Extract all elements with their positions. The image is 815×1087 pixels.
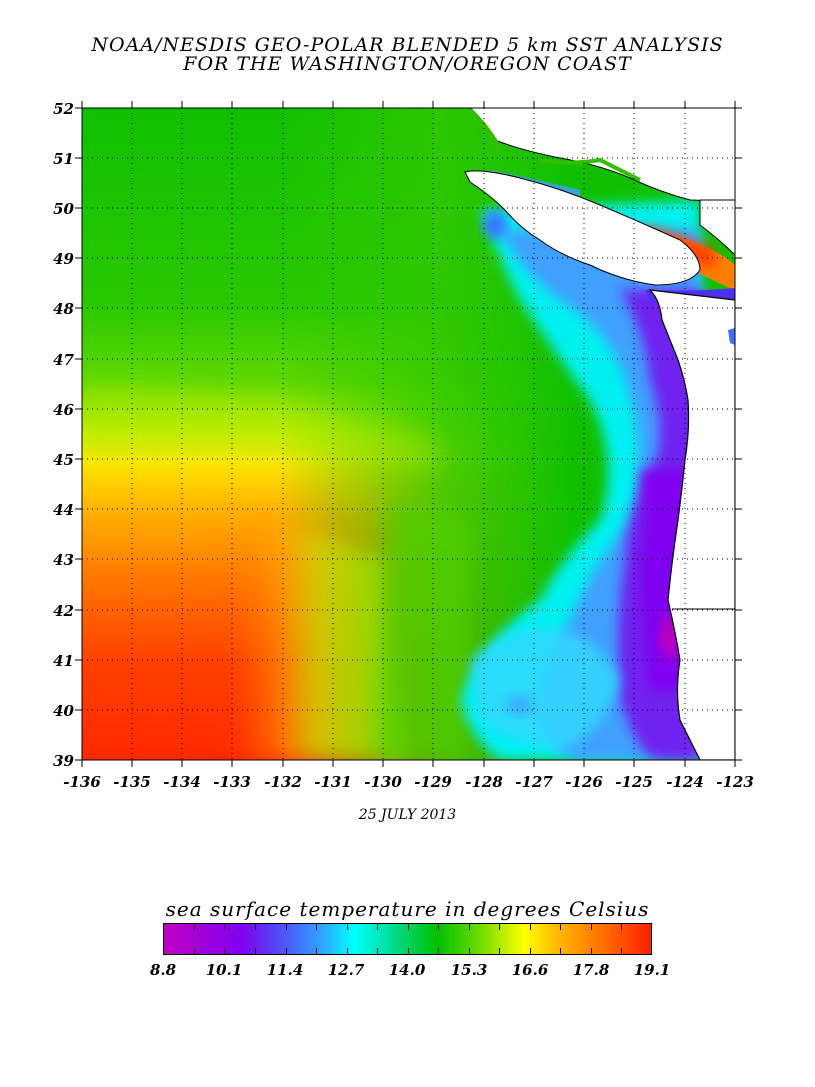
y-tick-label: 39: [53, 752, 74, 770]
y-tick-label: 40: [53, 702, 74, 720]
x-tick-label: -131: [314, 773, 352, 791]
x-tick-label: -133: [213, 773, 251, 791]
x-tick-label: -136: [63, 773, 101, 791]
x-tick-label: -127: [515, 773, 553, 791]
y-tick-label: 43: [53, 551, 74, 569]
y-tick-label: 44: [53, 501, 74, 519]
x-tick-label: -126: [565, 773, 603, 791]
analysis-date: 25 JULY 2013: [358, 807, 457, 823]
colorbar-label: 14.0: [388, 961, 426, 979]
y-tick-label: 47: [53, 351, 74, 369]
colorbar-label: 15.3: [450, 961, 488, 979]
y-tick-label: 46: [53, 401, 74, 419]
y-tick-label: 51: [53, 150, 74, 168]
x-tick-label: -125: [615, 773, 653, 791]
colorbar-label: 12.7: [327, 961, 365, 979]
x-tick-label: -134: [163, 773, 201, 791]
y-tick-label: 41: [53, 652, 74, 670]
map-title-line1: NOAA/NESDIS GEO-POLAR BLENDED 5 km SST A…: [91, 34, 724, 56]
colorbar-label: 19.1: [633, 961, 671, 979]
x-tick-label: -123: [716, 773, 754, 791]
y-tick-label: 42: [53, 602, 74, 620]
colorbar-label: 17.8: [572, 961, 610, 979]
x-tick-label: -132: [264, 773, 302, 791]
x-tick-label: -124: [666, 773, 704, 791]
y-tick-label: 50: [53, 200, 74, 218]
colorbar-title: sea surface temperature in degrees Celsi…: [165, 897, 650, 921]
x-tick-label: -129: [414, 773, 452, 791]
grid-lines: [82, 108, 735, 760]
colorbar-label: 16.6: [511, 961, 549, 979]
colorbar-label: 10.1: [205, 961, 243, 979]
y-tick-label: 45: [53, 451, 74, 469]
colorbar-label: 8.8: [149, 961, 177, 979]
y-tick-label: 52: [53, 100, 74, 118]
axis-ticks: [75, 101, 742, 767]
x-tick-label: -128: [465, 773, 503, 791]
x-tick-label: -130: [364, 773, 402, 791]
colorbar: [163, 923, 652, 955]
x-tick-label: -135: [113, 773, 151, 791]
colorbar-label: 11.4: [266, 961, 304, 979]
map-title-line2: FOR THE WASHINGTON/OREGON COAST: [183, 53, 632, 75]
y-tick-label: 48: [53, 300, 74, 318]
y-tick-label: 49: [53, 250, 74, 268]
